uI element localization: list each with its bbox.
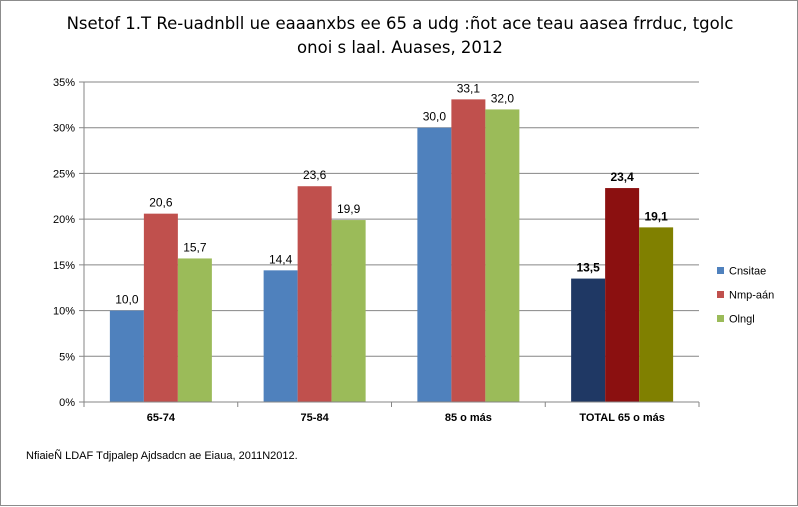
category-label: 75-84 <box>301 412 330 424</box>
data-label: 13,5 <box>576 261 600 275</box>
data-labels: 10,0 20,6 15,7 14,4 23,6 19,9 30,0 33,1 32,0 13,5… <box>115 81 668 306</box>
y-tick-label: 35% <box>53 77 75 89</box>
category-label: 85 o más <box>445 412 492 424</box>
bar <box>639 227 674 402</box>
legend-swatch <box>717 267 724 274</box>
bar <box>485 109 520 402</box>
category-label: TOTAL 65 o más <box>579 412 665 424</box>
y-tick-label: 5% <box>59 351 75 363</box>
data-label: 14,4 <box>269 252 293 266</box>
bar <box>605 188 640 402</box>
bar <box>417 127 452 402</box>
source-note: NfiaieÑ LDAF Tdjpalep Ajdsadcn ae Eiaua,… <box>26 450 298 462</box>
bar <box>571 278 606 402</box>
data-label: 32,0 <box>491 91 515 105</box>
bar <box>297 186 332 402</box>
data-label: 20,6 <box>149 196 173 210</box>
data-label: 19,1 <box>644 209 668 223</box>
bar <box>143 213 178 402</box>
legend-label: Olngl <box>729 314 755 326</box>
legend: Cnsitae Nmp-aán Olngl <box>717 266 774 326</box>
data-label: 33,1 <box>457 81 481 95</box>
y-tick-label: 15% <box>53 260 75 272</box>
legend-swatch <box>717 291 724 298</box>
x-axis-categories: 65-74 75-84 85 o más TOTAL 65 o más <box>147 412 665 424</box>
axes <box>83 82 700 407</box>
bars <box>109 99 674 402</box>
bar <box>263 270 298 402</box>
legend-swatch <box>717 315 724 322</box>
chart-title-line-1: Nsetof 1.T Re-uadnbll ue eaaanxbs ee 65 … <box>67 14 734 33</box>
y-tick-label: 25% <box>53 168 75 180</box>
y-tick-label: 20% <box>53 214 75 226</box>
data-label: 10,0 <box>115 293 139 307</box>
legend-label: Nmp-aán <box>729 290 774 302</box>
data-label: 19,9 <box>337 202 361 216</box>
data-label: 23,6 <box>303 168 327 182</box>
y-tick-label: 0% <box>59 397 75 409</box>
chart-title-line-2: onoi s laal. Auases, 2012 <box>297 38 503 57</box>
category-label: 65-74 <box>147 412 176 424</box>
bar <box>451 99 486 402</box>
y-tick-label: 10% <box>53 306 75 318</box>
bar <box>331 220 366 402</box>
legend-label: Cnsitae <box>729 266 766 278</box>
data-label: 23,4 <box>610 170 634 184</box>
bar <box>109 310 144 402</box>
data-label: 15,7 <box>183 240 207 254</box>
data-label: 30,0 <box>423 110 447 124</box>
y-tick-label: 30% <box>53 123 75 135</box>
bar <box>177 258 212 402</box>
y-axis-ticks: 0% 5% 10% 15% 20% 25% 30% 35% <box>53 77 84 409</box>
